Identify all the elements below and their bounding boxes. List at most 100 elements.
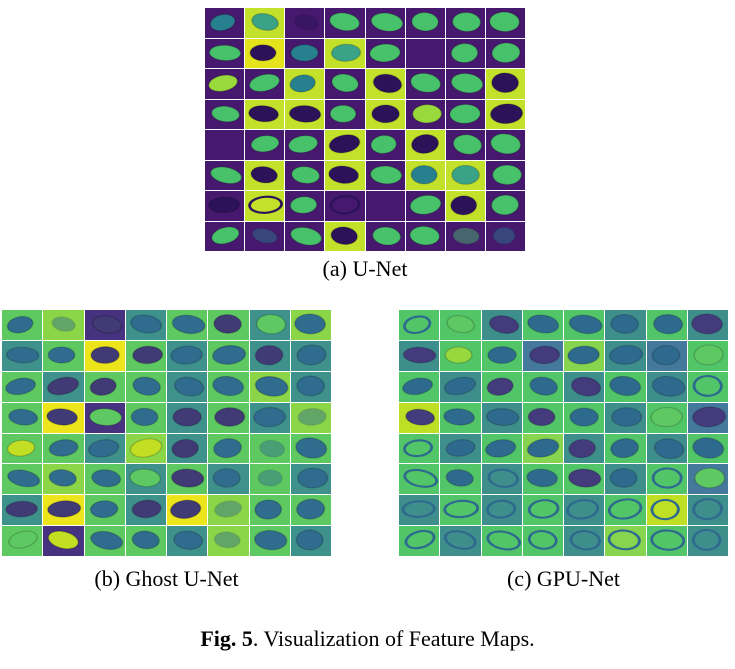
feature-map-cell	[522, 371, 563, 402]
feature-map-cell	[325, 8, 365, 38]
feature-map-cell	[399, 433, 440, 464]
feature-map-cell	[245, 130, 285, 160]
feature-map-cell	[205, 130, 245, 160]
feature-map-cell	[405, 191, 445, 221]
feature-map-cell	[481, 464, 522, 495]
feature-map-cell	[84, 464, 125, 495]
feature-map-cell	[646, 402, 687, 433]
feature-map-cell	[522, 402, 563, 433]
feature-map-cell	[285, 99, 325, 129]
feature-map-cell	[605, 310, 646, 340]
feature-map-cell	[2, 464, 43, 495]
feature-map-cell	[43, 340, 84, 371]
feature-map-cell	[205, 8, 245, 38]
feature-map-cell	[43, 402, 84, 433]
feature-map-cell	[564, 402, 605, 433]
subcaption-unet: (a) U-Net	[322, 256, 408, 281]
feature-map-cell	[205, 191, 245, 221]
feature-map-cell	[445, 160, 485, 190]
feature-map-cell	[290, 310, 331, 340]
feature-map-cell	[605, 340, 646, 371]
feature-map-cell	[290, 495, 331, 526]
feature-map-cell	[522, 495, 563, 526]
feature-map-cell	[285, 8, 325, 38]
feature-map-cell	[2, 495, 43, 526]
feature-map-cell	[43, 433, 84, 464]
feature-map-cell	[522, 464, 563, 495]
feature-map-cell	[405, 99, 445, 129]
feature-map-cell	[522, 340, 563, 371]
feature-map-cell	[445, 8, 485, 38]
feature-map-cell	[290, 526, 331, 556]
feature-map-cell	[605, 464, 646, 495]
feature-map-cell	[205, 38, 245, 68]
feature-map-cell	[687, 433, 728, 464]
feature-map-cell	[2, 310, 43, 340]
feature-map-cell	[564, 464, 605, 495]
feature-map-cell	[399, 340, 440, 371]
feature-map-cell	[208, 433, 249, 464]
feature-map-cell	[440, 433, 481, 464]
feature-map-cell	[290, 464, 331, 495]
feature-map-cell	[440, 526, 481, 556]
feature-map-cell	[208, 495, 249, 526]
feature-map-cell	[405, 160, 445, 190]
feature-map-cell	[440, 402, 481, 433]
feature-map-cell	[485, 69, 525, 99]
feature-map-cell	[84, 340, 125, 371]
feature-map-cell	[365, 130, 405, 160]
feature-map-cell	[125, 433, 166, 464]
feature-map-cell	[399, 495, 440, 526]
feature-map-cell	[445, 221, 485, 251]
feature-map-cell	[245, 8, 285, 38]
feature-map-cell	[290, 433, 331, 464]
feature-map-cell	[125, 371, 166, 402]
feature-map-cell	[687, 495, 728, 526]
feature-map-cell	[485, 221, 525, 251]
feature-map-cell	[485, 130, 525, 160]
feature-map-cell	[440, 371, 481, 402]
feature-map-cell	[605, 526, 646, 556]
feature-map-cell	[405, 130, 445, 160]
feature-map-cell	[405, 38, 445, 68]
feature-map-cell	[245, 160, 285, 190]
feature-map-cell	[687, 464, 728, 495]
feature-map-cell	[84, 495, 125, 526]
feature-map-cell	[43, 464, 84, 495]
feature-map-cell	[285, 69, 325, 99]
feature-map-cell	[125, 402, 166, 433]
feature-map-cell	[325, 191, 365, 221]
feature-map-cell	[564, 526, 605, 556]
feature-map-cell	[208, 340, 249, 371]
feature-map-cell	[84, 433, 125, 464]
feature-map-grid-unet	[205, 8, 525, 251]
feature-map-cell	[249, 495, 290, 526]
feature-map-cell	[564, 371, 605, 402]
feature-map-cell	[365, 221, 405, 251]
feature-map-cell	[125, 526, 166, 556]
feature-map-cell	[125, 495, 166, 526]
feature-map-cell	[485, 38, 525, 68]
feature-map-cell	[84, 310, 125, 340]
feature-map-cell	[249, 464, 290, 495]
feature-map-cell	[405, 8, 445, 38]
feature-map-cell	[440, 310, 481, 340]
feature-map-cell	[2, 340, 43, 371]
feature-map-cell	[290, 371, 331, 402]
feature-map-cell	[399, 371, 440, 402]
feature-map-cell	[481, 371, 522, 402]
feature-map-cell	[481, 526, 522, 556]
feature-map-cell	[245, 38, 285, 68]
feature-map-cell	[522, 310, 563, 340]
feature-map-cell	[245, 191, 285, 221]
feature-map-cell	[365, 99, 405, 129]
feature-map-cell	[167, 371, 208, 402]
feature-map-cell	[2, 371, 43, 402]
feature-map-cell	[440, 340, 481, 371]
feature-map-cell	[522, 433, 563, 464]
feature-map-cell	[285, 160, 325, 190]
feature-map-cell	[365, 69, 405, 99]
feature-map-cell	[43, 526, 84, 556]
feature-map-cell	[245, 99, 285, 129]
